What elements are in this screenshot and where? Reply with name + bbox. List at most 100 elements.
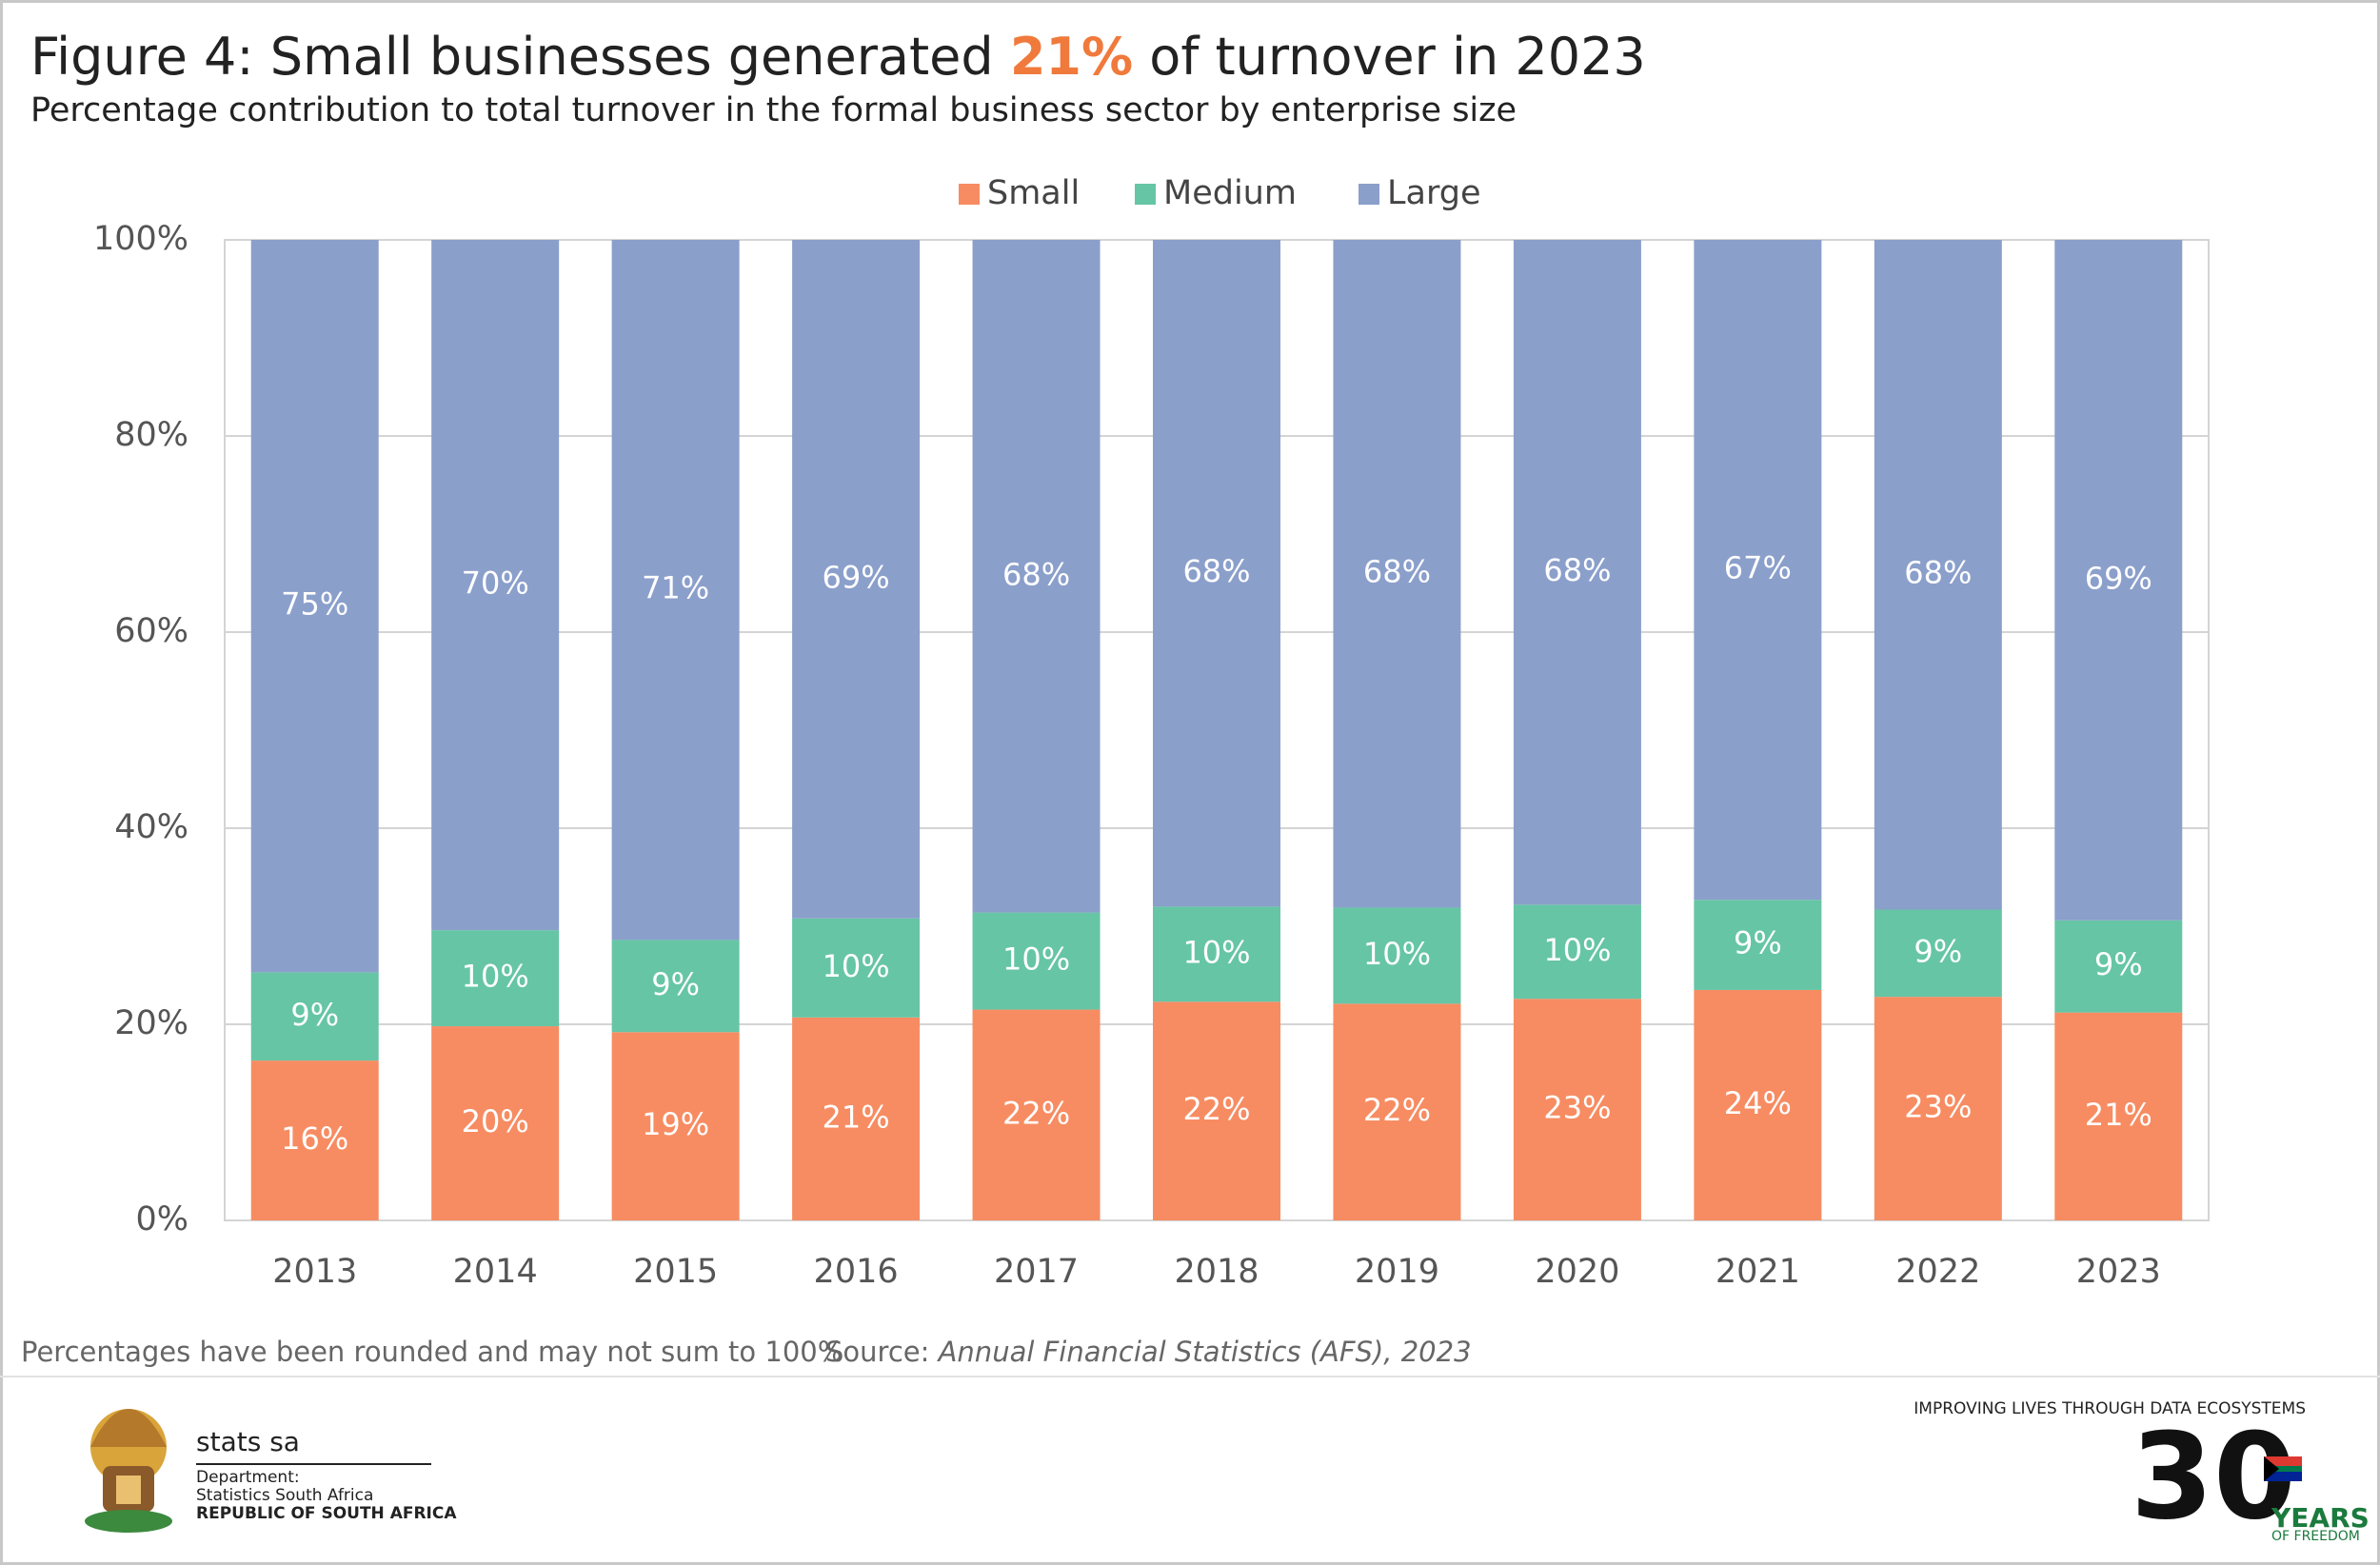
bar-segment [792, 240, 921, 919]
x-tick-label: 2019 [1355, 1253, 1439, 1291]
data-label: 67% [1724, 550, 1792, 586]
bar-segment [611, 940, 740, 1033]
data-label: 10% [1543, 932, 1611, 968]
data-label: 68% [1543, 552, 1611, 588]
data-label: 68% [1904, 555, 1972, 591]
bar-segment [2054, 1012, 2183, 1220]
x-tick-label: 2014 [453, 1253, 538, 1291]
data-label: 9% [1914, 933, 1962, 969]
bar-segment [2054, 240, 2183, 921]
bar-segment [972, 912, 1101, 1010]
data-label: 16% [281, 1120, 348, 1157]
y-tick-label: 20% [114, 1004, 188, 1042]
data-label: 19% [642, 1106, 709, 1142]
bar-segment [250, 240, 379, 973]
title-part: Figure 4: Small businesses generated [30, 27, 1010, 87]
bar-segment [431, 930, 560, 1027]
title-part: of turnover in 2023 [1133, 27, 1646, 87]
bar-segment [1333, 1003, 1461, 1220]
data-label: 22% [1002, 1095, 1070, 1131]
data-label: 68% [1002, 556, 1070, 592]
bar-segment [1694, 240, 1822, 901]
data-label: 22% [1363, 1092, 1431, 1128]
data-label: 24% [1724, 1085, 1792, 1121]
bar-segment [1153, 1001, 1280, 1220]
data-label: 22% [1182, 1091, 1250, 1127]
data-label: 10% [1363, 936, 1431, 972]
bar-segment [1874, 240, 2002, 910]
bar-segment [1513, 240, 1641, 905]
x-tick-label: 2016 [814, 1253, 899, 1291]
country: REPUBLIC OF SOUTH AFRICA [196, 1504, 457, 1523]
y-tick-label: 40% [114, 808, 188, 846]
org-name: stats sa [196, 1426, 300, 1457]
x-tick-label: 2020 [1535, 1253, 1619, 1291]
bar-segment [1153, 906, 1280, 1002]
bar-segment [1694, 900, 1822, 990]
source: Source: Annual Financial Statistics (AFS… [825, 1336, 1472, 1368]
note: Percentages have been rounded and may no… [21, 1336, 843, 1368]
data-label: 70% [462, 565, 529, 602]
x-tick-label: 2023 [2076, 1253, 2161, 1291]
bar-segment [1153, 240, 1280, 907]
source-name: Annual Financial Statistics (AFS), 2023 [937, 1336, 1472, 1368]
data-label: 69% [823, 559, 890, 595]
data-label: 69% [2085, 560, 2152, 596]
chart-title: Figure 4: Small businesses generated 21%… [30, 27, 1646, 87]
bar-segment [1694, 989, 1822, 1220]
bar-segment [250, 972, 379, 1061]
data-label: 71% [642, 570, 709, 606]
bar-segment [792, 1017, 921, 1220]
dept-label: Department: [196, 1468, 300, 1487]
bar-segment [972, 240, 1101, 913]
data-label: 9% [1734, 925, 1782, 961]
slogan: IMPROVING LIVES THROUGH DATA ECOSYSTEMS [1914, 1399, 2306, 1418]
x-tick-label: 2015 [633, 1253, 718, 1291]
bar-segment [250, 1060, 379, 1220]
years: YEARS [2271, 1502, 2370, 1534]
bar-segment [611, 240, 740, 941]
data-label: 23% [1543, 1090, 1611, 1126]
data-label: 21% [823, 1099, 890, 1135]
data-label: 75% [281, 586, 348, 623]
x-tick-label: 2017 [994, 1253, 1079, 1291]
data-label: 10% [462, 959, 529, 995]
flag [2264, 1456, 2302, 1481]
y-tick-label: 60% [114, 612, 188, 650]
bar-segment [1513, 999, 1641, 1220]
legend-label: Small [987, 174, 1080, 212]
bar-segment [1513, 904, 1641, 1000]
title-highlight: 21% [1009, 27, 1134, 87]
data-label: 10% [823, 948, 890, 984]
data-label: 21% [2085, 1097, 2152, 1133]
x-tick-label: 2021 [1716, 1253, 1800, 1291]
x-tick-label: 2022 [1895, 1253, 1980, 1291]
data-label: 68% [1363, 554, 1431, 590]
bar-segment [972, 1009, 1101, 1220]
legend-label: Large [1387, 174, 1480, 212]
x-tick-label: 2018 [1174, 1253, 1259, 1291]
legend-swatch [1135, 184, 1156, 205]
bar-segment [1333, 907, 1461, 1004]
data-label: 10% [1182, 934, 1250, 970]
bar-segment [1874, 997, 2002, 1220]
data-label: 9% [290, 997, 339, 1033]
bar-segment [611, 1032, 740, 1220]
bar-segment [1333, 240, 1461, 908]
dept-name: Statistics South Africa [196, 1486, 373, 1505]
y-tick-label: 0% [135, 1200, 188, 1238]
data-label: 9% [2094, 946, 2143, 982]
bar-segment [2054, 920, 2183, 1013]
freedom: OF FREEDOM [2271, 1529, 2360, 1544]
data-label: 23% [1904, 1089, 1972, 1125]
data-label: 20% [462, 1103, 529, 1139]
data-label: 9% [651, 966, 700, 1002]
bar-segment [1874, 909, 2002, 998]
legend-label: Medium [1163, 174, 1297, 212]
data-label: 10% [1002, 941, 1070, 978]
source-label: Source: [825, 1336, 939, 1368]
legend-swatch [1359, 184, 1379, 205]
